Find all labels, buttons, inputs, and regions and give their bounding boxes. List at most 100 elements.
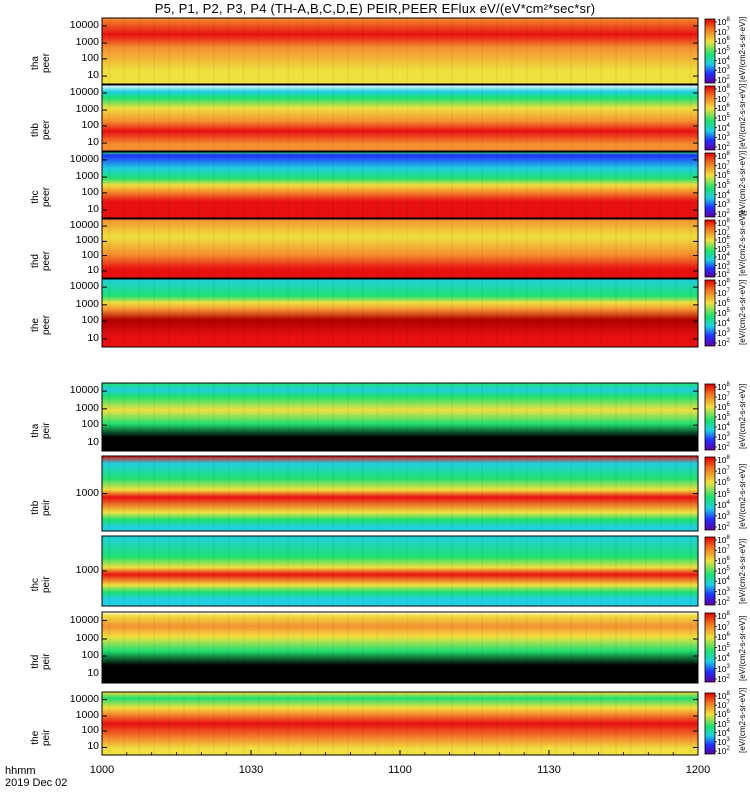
colorbar-unit-label: [eV/(cm2-s-sr-eV)] — [738, 615, 747, 681]
colorbar-unit-label: [eV/(cm2-s-sr-eV)] — [738, 279, 747, 345]
y-tick-label: 10000 — [69, 280, 99, 293]
y-tick-label: 100 — [81, 51, 99, 64]
y-tick-label: 10 — [87, 331, 99, 344]
y-tick-label: 1000 — [75, 708, 99, 721]
colorbar-tha-peer — [704, 18, 717, 84]
colorbar-tick-label: 103 — [717, 736, 730, 747]
colorbar-tick-label: 102 — [717, 746, 730, 756]
colorbar-tick-label: 104 — [717, 252, 730, 262]
y-tick-label: 100 — [81, 724, 99, 737]
y-tick-label: 100 — [81, 118, 99, 131]
y-tick-label: 10 — [87, 69, 99, 82]
colorbar-unit-label: [eV/(cm2-s-sr-eV)] — [738, 463, 747, 529]
colorbar-tick-label: 105 — [717, 488, 730, 499]
x-tick-label: 1130 — [537, 764, 561, 776]
spectrogram-panel-tha-peer — [101, 17, 699, 85]
y-tick-label: 1000 — [75, 631, 99, 644]
x-tick-label: 1100 — [388, 764, 412, 776]
spectrogram-panel-thb-peer — [101, 84, 699, 152]
colorbar-tick-label: 107 — [717, 466, 730, 477]
colorbar-tick-label: 107 — [717, 226, 730, 237]
colorbar-tick-label: 105 — [717, 113, 730, 123]
colorbar-tick-label: 103 — [717, 199, 730, 210]
colorbar-the-peer — [704, 279, 717, 347]
colorbar-tick-label: 104 — [717, 422, 730, 432]
colorbar-tick-label: 108 — [717, 17, 730, 27]
colorbar-tha-peir — [704, 383, 717, 451]
colorbar-tick-label: 104 — [717, 189, 730, 200]
colorbar-tick-label: 106 — [717, 555, 730, 566]
colorbar-tick-label: 107 — [717, 545, 730, 556]
colorbar-tick-label: 106 — [717, 632, 730, 642]
y-tick-label: 100 — [81, 649, 99, 662]
colorbar-tick-label: 106 — [717, 709, 730, 720]
colorbar-tick-label: 102 — [717, 442, 730, 452]
colorbar-tick-label: 104 — [717, 727, 730, 738]
colorbar-thb-peer — [704, 85, 717, 151]
colorbar-tick-label: 108 — [717, 535, 730, 545]
colorbar-unit-label: [eV/(cm2-s-sr-eV)] — [738, 83, 747, 149]
colorbar-tick-label: 108 — [717, 691, 730, 701]
colorbar-tick-label: 102 — [717, 338, 730, 348]
y-tick-label: 1000 — [75, 103, 99, 116]
y-tick-label: 1000 — [75, 486, 99, 499]
x-tick-label: 1000 — [89, 764, 115, 776]
colorbar-tick-label: 102 — [717, 75, 730, 85]
colorbar-tick-label: 107 — [717, 160, 730, 171]
y-tick-label: 10 — [87, 435, 99, 448]
colorbar-tick-label: 108 — [717, 218, 730, 228]
y-axis-label: thb peer — [30, 119, 52, 140]
y-tick-label: 10000 — [69, 613, 99, 626]
colorbar-tick-label: 107 — [717, 26, 730, 37]
y-tick-label: 10 — [87, 136, 99, 149]
colorbar-tick-label: 108 — [717, 382, 730, 392]
colorbar-tick-label: 103 — [717, 132, 730, 143]
colorbar-tick-label: 107 — [717, 700, 730, 711]
spectrogram-panel-thd-peir — [101, 611, 699, 684]
colorbar-tick-label: 107 — [717, 288, 730, 298]
y-axis-label: the peir — [30, 728, 52, 746]
y-tick-label: 1000 — [75, 36, 99, 49]
colorbar-tick-label: 104 — [717, 122, 730, 133]
colorbar-tick-label: 102 — [717, 142, 730, 152]
y-tick-label: 10 — [87, 740, 99, 753]
y-tick-label: 10000 — [69, 152, 99, 165]
colorbar-tick-label: 103 — [717, 65, 730, 76]
colorbar-unit-label: [eV/(cm2-s-sr-eV)] — [738, 383, 747, 449]
colorbar-tick-label: 103 — [717, 260, 730, 271]
colorbar-tick-label: 103 — [717, 663, 730, 674]
spectrogram-panel-thb-peir — [101, 455, 699, 532]
spectrogram-panel-thc-peir — [101, 535, 699, 607]
y-tick-label: 1000 — [75, 564, 99, 576]
colorbar-tick-label: 104 — [717, 576, 730, 587]
colorbar-tick-label: 102 — [717, 269, 730, 279]
spectrogram-panel-thc-peer — [101, 151, 699, 219]
spectrogram-panel-the-peir — [101, 691, 699, 756]
y-axis-label: the peer — [30, 314, 52, 335]
spectrogram-panel-tha-peir — [101, 382, 699, 452]
colorbar-thc-peer — [704, 152, 717, 218]
colorbar-tick-label: 107 — [717, 93, 730, 104]
colorbar-tick-label: 103 — [717, 328, 730, 338]
colorbar-unit-label: [eV/(cm2-s-sr-eV)] — [738, 150, 747, 216]
y-axis-label: thc peer — [30, 186, 52, 207]
y-tick-label: 100 — [81, 418, 99, 431]
colorbar-tick-label: 105 — [717, 180, 730, 190]
colorbar-tick-label: 107 — [717, 392, 730, 402]
colorbar-thb-peir — [704, 456, 717, 531]
y-tick-label: 100 — [81, 248, 99, 261]
y-tick-label: 10 — [87, 667, 99, 680]
colorbar-unit-label: [eV/(cm2-s-sr-eV)] — [738, 210, 747, 276]
y-tick-label: 10000 — [69, 219, 99, 232]
y-tick-label: 100 — [81, 314, 99, 327]
colorbar-tick-label: 103 — [717, 586, 730, 597]
colorbar-tick-label: 102 — [717, 674, 730, 684]
y-axis-label: thd peir — [30, 652, 52, 670]
colorbar-tick-label: 106 — [717, 36, 730, 47]
colorbar-tick-label: 104 — [717, 55, 730, 66]
colorbar-tick-label: 105 — [717, 412, 730, 422]
y-axis-label: thb peir — [30, 498, 52, 516]
y-tick-label: 1000 — [75, 297, 99, 310]
colorbar-tick-label: 102 — [717, 597, 730, 607]
